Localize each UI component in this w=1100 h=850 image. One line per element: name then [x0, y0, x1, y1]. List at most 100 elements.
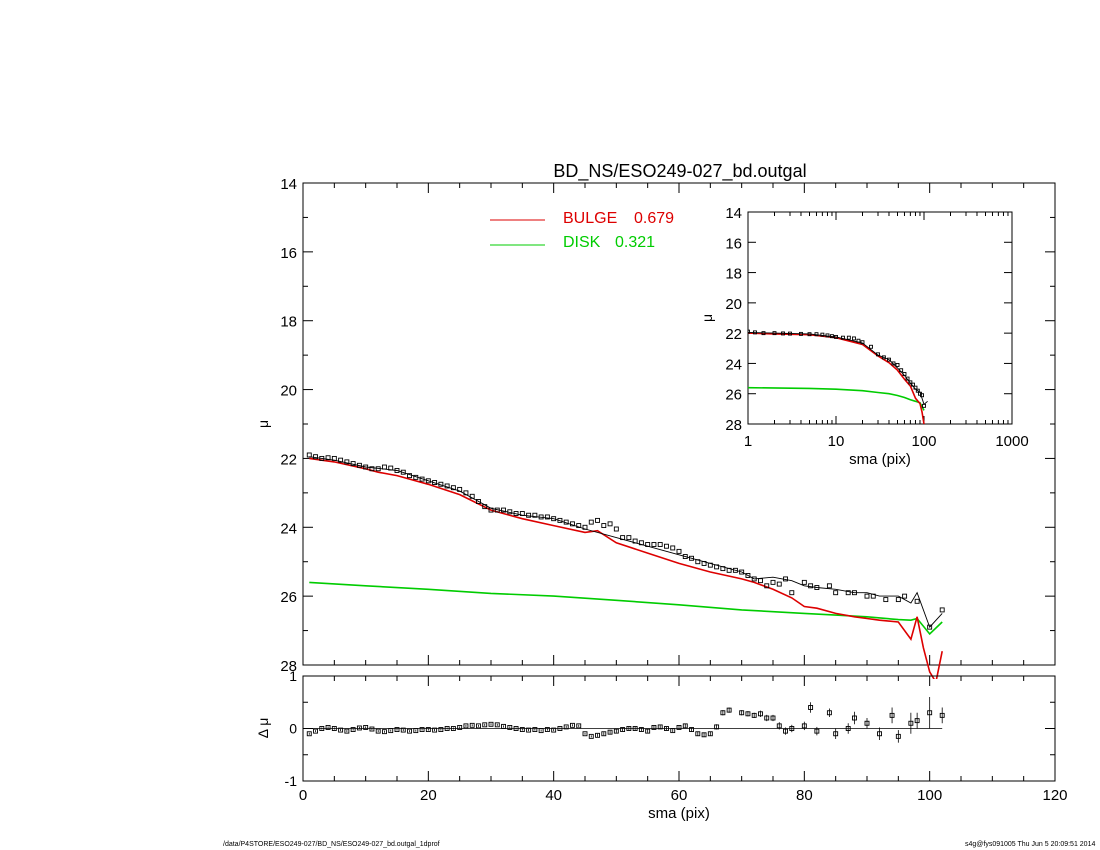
residual-data-point	[557, 726, 563, 731]
inset-disk-line	[748, 386, 925, 411]
main-data-point	[814, 585, 820, 590]
main-data-point	[770, 579, 776, 585]
residual-data-point	[852, 715, 857, 721]
main-data-point	[488, 507, 494, 513]
residual-data-point	[908, 720, 914, 726]
inset-y-tick-label: 28	[725, 417, 742, 434]
residual-data-point	[607, 729, 613, 735]
main-data-point	[883, 597, 889, 603]
main-data-point	[388, 465, 394, 471]
main-data-point	[557, 517, 563, 523]
main-y-tick-label: 22	[280, 451, 297, 468]
residual-x-tick-label: 40	[545, 787, 562, 804]
main-data-point	[338, 457, 344, 463]
residual-data-point	[532, 727, 538, 732]
inset-data-point	[856, 338, 861, 343]
main-y-tick-label: 24	[280, 520, 297, 537]
main-data-point	[808, 583, 814, 589]
inset-y-tick-label: 16	[725, 235, 742, 252]
main-data-point	[501, 507, 506, 513]
main-y-axis: 14 16 18 20 22 24 26 28	[280, 176, 1055, 675]
inset-series-data	[748, 329, 926, 408]
main-data-point	[707, 562, 713, 568]
main-data-point	[714, 564, 720, 570]
residual-data-point	[714, 724, 720, 730]
main-data-point	[519, 511, 525, 516]
residual-data-point	[551, 727, 557, 733]
residual-data-point	[375, 728, 381, 734]
inset-data-point	[913, 385, 918, 390]
main-y-tick-label: 18	[280, 314, 297, 331]
residual-data-point	[701, 732, 707, 738]
residual-data-point	[626, 726, 632, 731]
inset-data-point	[841, 335, 845, 340]
residual-data-point	[313, 728, 318, 734]
residual-data-point	[620, 727, 626, 732]
main-data-point	[407, 473, 412, 479]
inset-x-axis: 1 10 100 1000	[744, 212, 1029, 450]
residual-x-axis-label: sma (pix)	[648, 805, 710, 822]
inset-x-tick-label: 100	[911, 433, 936, 450]
inset-data-point	[761, 331, 766, 336]
main-data-point	[620, 535, 626, 541]
inset-data-point	[895, 362, 900, 367]
main-data-point	[664, 543, 669, 549]
inset-data-point	[869, 344, 873, 349]
legend-bulge-label: BULGE	[563, 210, 617, 227]
residual-data-point	[563, 724, 569, 730]
main-data-point	[927, 624, 933, 630]
residual-data-point	[476, 723, 481, 729]
inset-data-point	[881, 355, 886, 360]
residual-data-point	[826, 710, 832, 716]
residual-data-point	[645, 728, 651, 734]
main-data-point	[789, 590, 795, 596]
main-data-point	[645, 542, 651, 547]
main-data-point	[419, 476, 425, 482]
main-data-point	[902, 593, 908, 599]
residual-data-point	[582, 731, 588, 737]
residual-data-point	[413, 728, 419, 734]
inset-y-tick-label: 22	[725, 326, 742, 343]
main-data-point	[425, 478, 431, 484]
residual-data-point	[482, 722, 488, 728]
inset-data-point	[799, 331, 803, 336]
residual-data-point	[588, 733, 594, 739]
main-data-point	[331, 455, 337, 461]
residual-data-point	[695, 731, 701, 737]
main-data-point	[588, 519, 594, 525]
main-y-axis-label: μ	[255, 420, 271, 428]
main-data-point	[732, 567, 738, 573]
residual-data-point	[488, 721, 494, 727]
residual-data-point	[689, 727, 694, 732]
residual-data-point	[758, 711, 763, 717]
inset-data-point	[902, 372, 907, 376]
main-data-point	[438, 481, 444, 487]
main-data-point	[726, 567, 732, 573]
residual-data-point	[601, 731, 607, 737]
main-data-point	[670, 545, 676, 551]
inset-data-point	[814, 332, 819, 337]
main-data-point	[739, 569, 745, 575]
main-series-bulge	[309, 457, 943, 679]
main-data-point	[394, 468, 400, 473]
main-data-point	[720, 566, 726, 572]
residual-data-point	[494, 722, 500, 728]
main-data-point	[532, 512, 538, 518]
residual-data-point	[463, 723, 469, 729]
residual-data-point	[651, 725, 657, 730]
main-data-point	[852, 590, 857, 596]
inset-data-point	[748, 329, 750, 334]
residual-data-point	[570, 722, 575, 728]
residual-data-point	[363, 725, 369, 730]
residual-data-point	[469, 722, 475, 728]
main-panel: BD_NS/ESO249-027_bd.outgal 14 16 18 20 22 24 2…	[255, 161, 1056, 679]
residual-data-point	[632, 726, 638, 731]
residual-data-point	[783, 728, 788, 734]
inset-data-point	[753, 330, 757, 335]
main-data-point	[682, 554, 688, 559]
residual-data-point	[369, 726, 375, 732]
inset-y-tick-label: 14	[725, 205, 742, 222]
main-data-point	[363, 464, 369, 470]
main-data-point	[745, 573, 751, 578]
residual-data-point	[664, 726, 669, 731]
